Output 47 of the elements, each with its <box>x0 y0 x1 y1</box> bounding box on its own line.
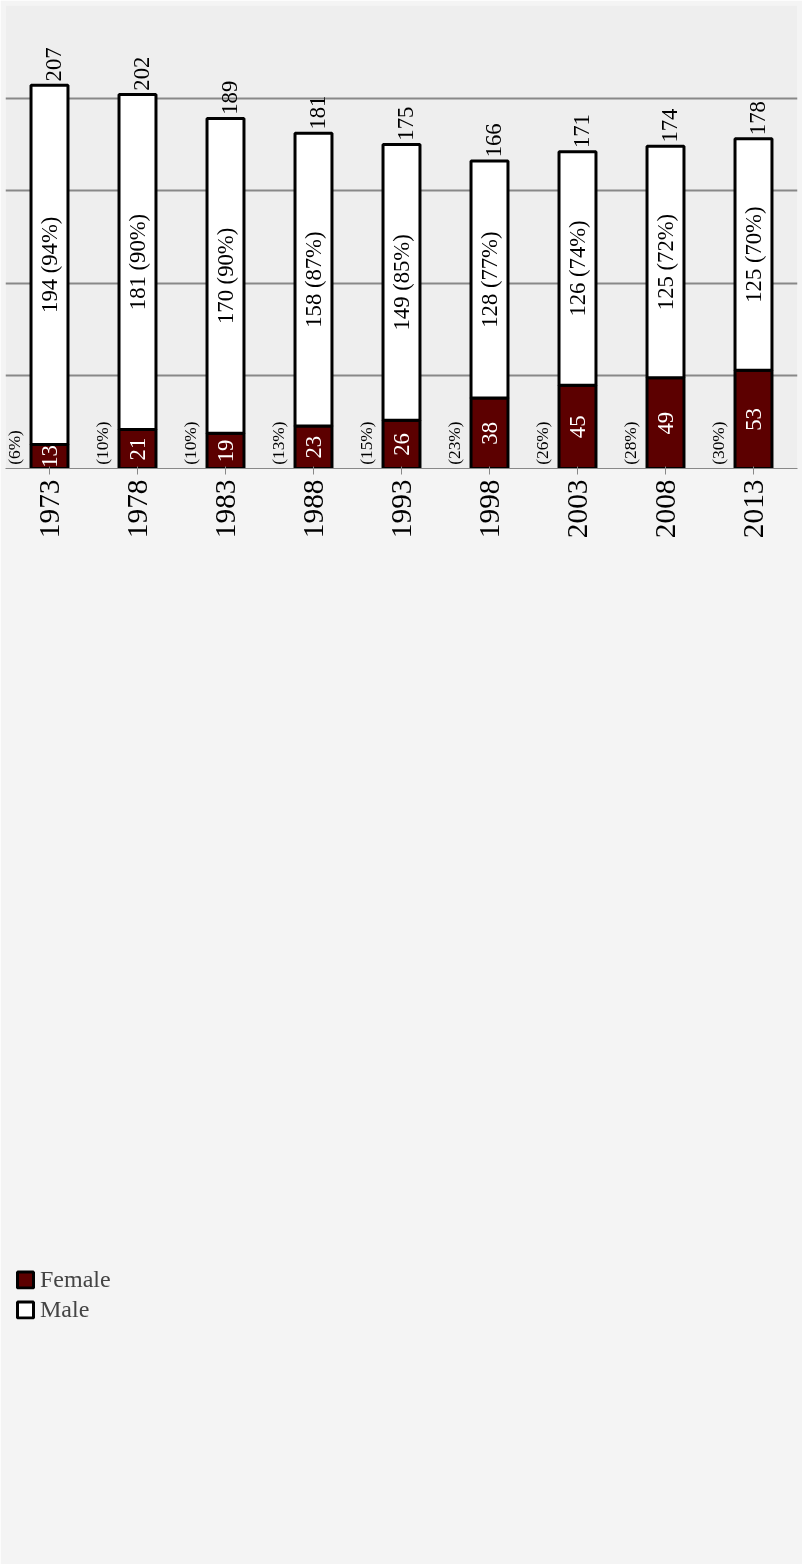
annotation: (15%) <box>356 421 376 465</box>
data-label: 194 (94%) <box>37 216 62 313</box>
annotation: (10%) <box>180 421 200 465</box>
data-label: 23 <box>301 435 326 459</box>
legend-label: Female <box>40 1265 111 1293</box>
x-tick-label: 2003 <box>561 479 593 539</box>
data-label: 125 (72%) <box>653 213 678 311</box>
x-tick-label: 1973 <box>33 479 65 539</box>
annotation: (10%) <box>92 421 112 465</box>
data-label: 38 <box>477 421 502 445</box>
total-label: 175 <box>393 106 419 141</box>
x-tick-label: 1993 <box>385 479 417 539</box>
total-label: 166 <box>481 123 507 158</box>
data-label: 149 (85%) <box>389 234 414 331</box>
annotation: (30%) <box>708 421 728 465</box>
data-label: 45 <box>565 415 590 439</box>
data-label: 126 (74%) <box>565 220 590 317</box>
total-label: 181 <box>305 95 331 130</box>
legend-label: Male <box>40 1295 90 1323</box>
annotation: (13%) <box>268 421 288 465</box>
data-label: 181 (90%) <box>125 213 150 311</box>
total-label: 178 <box>745 101 771 136</box>
data-label: 170 (90%) <box>213 227 238 325</box>
x-tick-label: 1978 <box>121 479 153 539</box>
total-label: 207 <box>41 47 67 82</box>
x-tick-label: 2008 <box>649 479 681 539</box>
data-label: 19 <box>213 439 238 463</box>
x-tick-label: 1988 <box>297 479 329 539</box>
data-label: 125 (70%) <box>741 206 766 303</box>
data-label: 26 <box>389 433 414 456</box>
annotation: (26%) <box>532 421 552 465</box>
data-label: 21 <box>125 437 150 461</box>
data-label: 49 <box>653 411 678 435</box>
annotation: (23%) <box>444 421 464 465</box>
total-label: 202 <box>129 56 155 91</box>
annotation: (6%) <box>4 429 24 465</box>
data-label: 128 (77%) <box>477 231 502 328</box>
total-label: 174 <box>657 108 683 143</box>
data-label: 13 <box>37 445 62 468</box>
x-tick-label: 1998 <box>473 479 505 539</box>
annotation: (28%) <box>620 421 640 465</box>
x-tick-label: 2013 <box>737 479 769 539</box>
data-label: 53 <box>741 408 766 431</box>
total-label: 189 <box>217 80 243 115</box>
total-label: 171 <box>569 114 595 149</box>
x-tick-label: 1983 <box>209 479 241 539</box>
data-label: 158 (87%) <box>301 231 326 328</box>
